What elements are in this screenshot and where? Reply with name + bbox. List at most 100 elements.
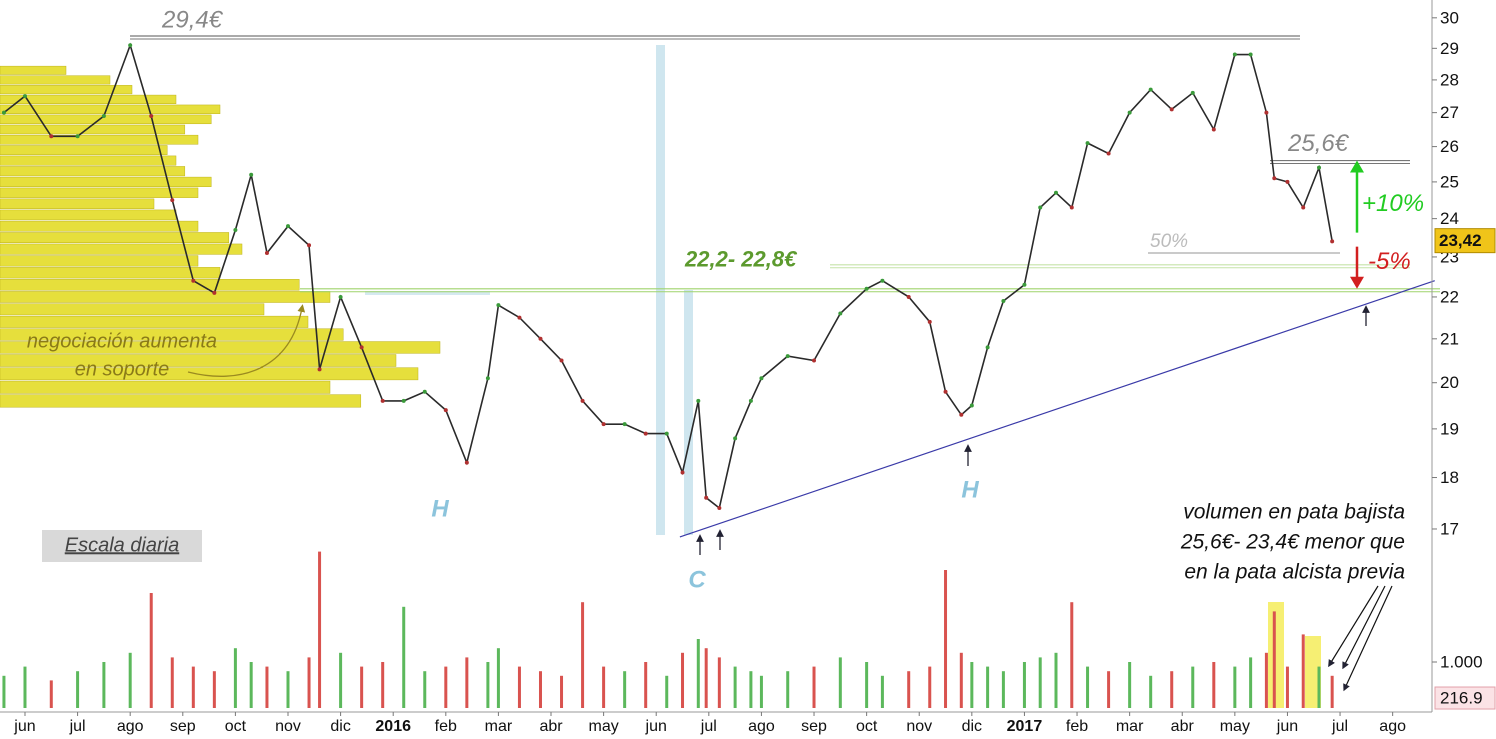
volume-bar bbox=[681, 652, 685, 708]
x-tick-label: feb bbox=[435, 718, 457, 735]
volume-bar bbox=[1170, 671, 1174, 708]
x-tick-label: mar bbox=[485, 718, 513, 735]
volume-bar bbox=[880, 675, 884, 708]
volume-bar bbox=[665, 675, 669, 708]
x-tick-label: nov bbox=[906, 718, 932, 735]
volume-bar bbox=[1330, 675, 1334, 708]
price-point bbox=[812, 358, 817, 363]
price-point bbox=[1330, 239, 1335, 244]
x-tick-label: oct bbox=[856, 718, 878, 735]
price-point bbox=[1022, 282, 1027, 287]
profile-note: en soporte bbox=[75, 358, 170, 380]
volume-bar bbox=[381, 662, 385, 708]
volume-note: en la pata alcista previa bbox=[1184, 561, 1405, 584]
price-point bbox=[22, 94, 27, 99]
price-point bbox=[170, 198, 175, 203]
price-point bbox=[101, 113, 106, 118]
price-point bbox=[838, 311, 843, 316]
last-value-box bbox=[1434, 228, 1496, 254]
y-tick-label: 21 bbox=[1440, 329, 1459, 348]
volume-profile-bar bbox=[0, 187, 199, 198]
price-point bbox=[485, 376, 490, 381]
price-point bbox=[233, 227, 238, 232]
volume-note: volumen en pata bajista bbox=[1183, 501, 1405, 524]
price-point bbox=[338, 294, 343, 299]
volume-bar bbox=[486, 662, 490, 708]
x-tick-label: sep bbox=[801, 718, 827, 735]
y-tick-label: 26 bbox=[1440, 137, 1459, 156]
volume-profile-bar bbox=[0, 176, 212, 187]
level-label: 29,4€ bbox=[161, 6, 224, 33]
volume-bar bbox=[928, 666, 932, 708]
volume-bar bbox=[696, 639, 700, 708]
volume-bar bbox=[704, 648, 708, 708]
volume-bar bbox=[1070, 602, 1074, 708]
volume-bar bbox=[623, 671, 627, 708]
trendline bbox=[679, 280, 1435, 538]
volume-bar bbox=[249, 662, 253, 708]
volume-profile-bar bbox=[0, 104, 221, 114]
pattern-label: C bbox=[688, 566, 706, 593]
volume-last-box bbox=[1434, 686, 1496, 710]
volume-bar bbox=[733, 666, 737, 708]
price-point bbox=[1127, 110, 1132, 115]
level-label: 50% bbox=[1150, 231, 1188, 252]
price-point bbox=[1001, 299, 1006, 304]
volume-bar bbox=[265, 666, 269, 708]
volume-profile-bar bbox=[0, 279, 300, 291]
volume-profile-bar bbox=[0, 134, 199, 145]
volume-bar bbox=[170, 657, 174, 708]
volume-bar bbox=[944, 570, 948, 708]
price-point bbox=[359, 345, 364, 350]
volume-profile-bar bbox=[0, 315, 309, 328]
y-tick-label: 27 bbox=[1440, 103, 1459, 122]
volume-bar bbox=[812, 666, 816, 708]
volume-profile-bar bbox=[0, 394, 362, 408]
volume-bar bbox=[1285, 666, 1289, 708]
y-tick-label: 17 bbox=[1440, 519, 1459, 538]
price-point bbox=[680, 470, 685, 475]
volume-profile-bar bbox=[0, 291, 331, 303]
volume-profile-bar bbox=[0, 124, 186, 135]
volume-last-label: 216.9 bbox=[1440, 689, 1483, 708]
volume-bar bbox=[759, 675, 763, 708]
volume-bar bbox=[986, 666, 990, 708]
volume-bar bbox=[496, 648, 500, 708]
volume-bar bbox=[970, 662, 974, 708]
price-point bbox=[49, 134, 54, 139]
price-point bbox=[1317, 165, 1322, 170]
volume-highlight bbox=[1305, 636, 1321, 708]
pattern-label: H bbox=[961, 476, 979, 503]
volume-profile-bar bbox=[0, 94, 177, 104]
volume-bar bbox=[907, 671, 911, 708]
y-tick-label: 28 bbox=[1440, 70, 1459, 89]
price-point bbox=[1264, 110, 1269, 115]
volume-bar bbox=[102, 662, 106, 708]
volume-bar bbox=[444, 666, 448, 708]
price-point bbox=[1085, 141, 1090, 146]
price-point bbox=[733, 436, 738, 441]
volume-profile-bar bbox=[0, 198, 155, 209]
y-tick-label: 22 bbox=[1440, 287, 1459, 306]
target-label: -5% bbox=[1368, 248, 1411, 275]
x-tick-label: feb bbox=[1066, 718, 1088, 735]
x-tick-label: abr bbox=[1171, 718, 1195, 735]
volume-profile-bar bbox=[0, 255, 199, 267]
price-point bbox=[664, 431, 669, 436]
price-point bbox=[1148, 87, 1153, 92]
volume-bar bbox=[1149, 675, 1153, 708]
y-tick-label: 29 bbox=[1440, 39, 1459, 58]
price-point bbox=[880, 278, 885, 283]
price-point bbox=[1038, 205, 1043, 210]
volume-bar bbox=[1038, 657, 1042, 708]
y-tick-label: 24 bbox=[1440, 209, 1459, 228]
x-tick-label: jun bbox=[1276, 718, 1298, 735]
y-tick-label: 25 bbox=[1440, 172, 1459, 191]
x-tick-label: jul bbox=[69, 718, 86, 735]
x-tick-label: may bbox=[588, 718, 618, 735]
price-point bbox=[380, 398, 385, 403]
price-point bbox=[249, 172, 254, 177]
x-tick-label: jul bbox=[700, 718, 717, 735]
